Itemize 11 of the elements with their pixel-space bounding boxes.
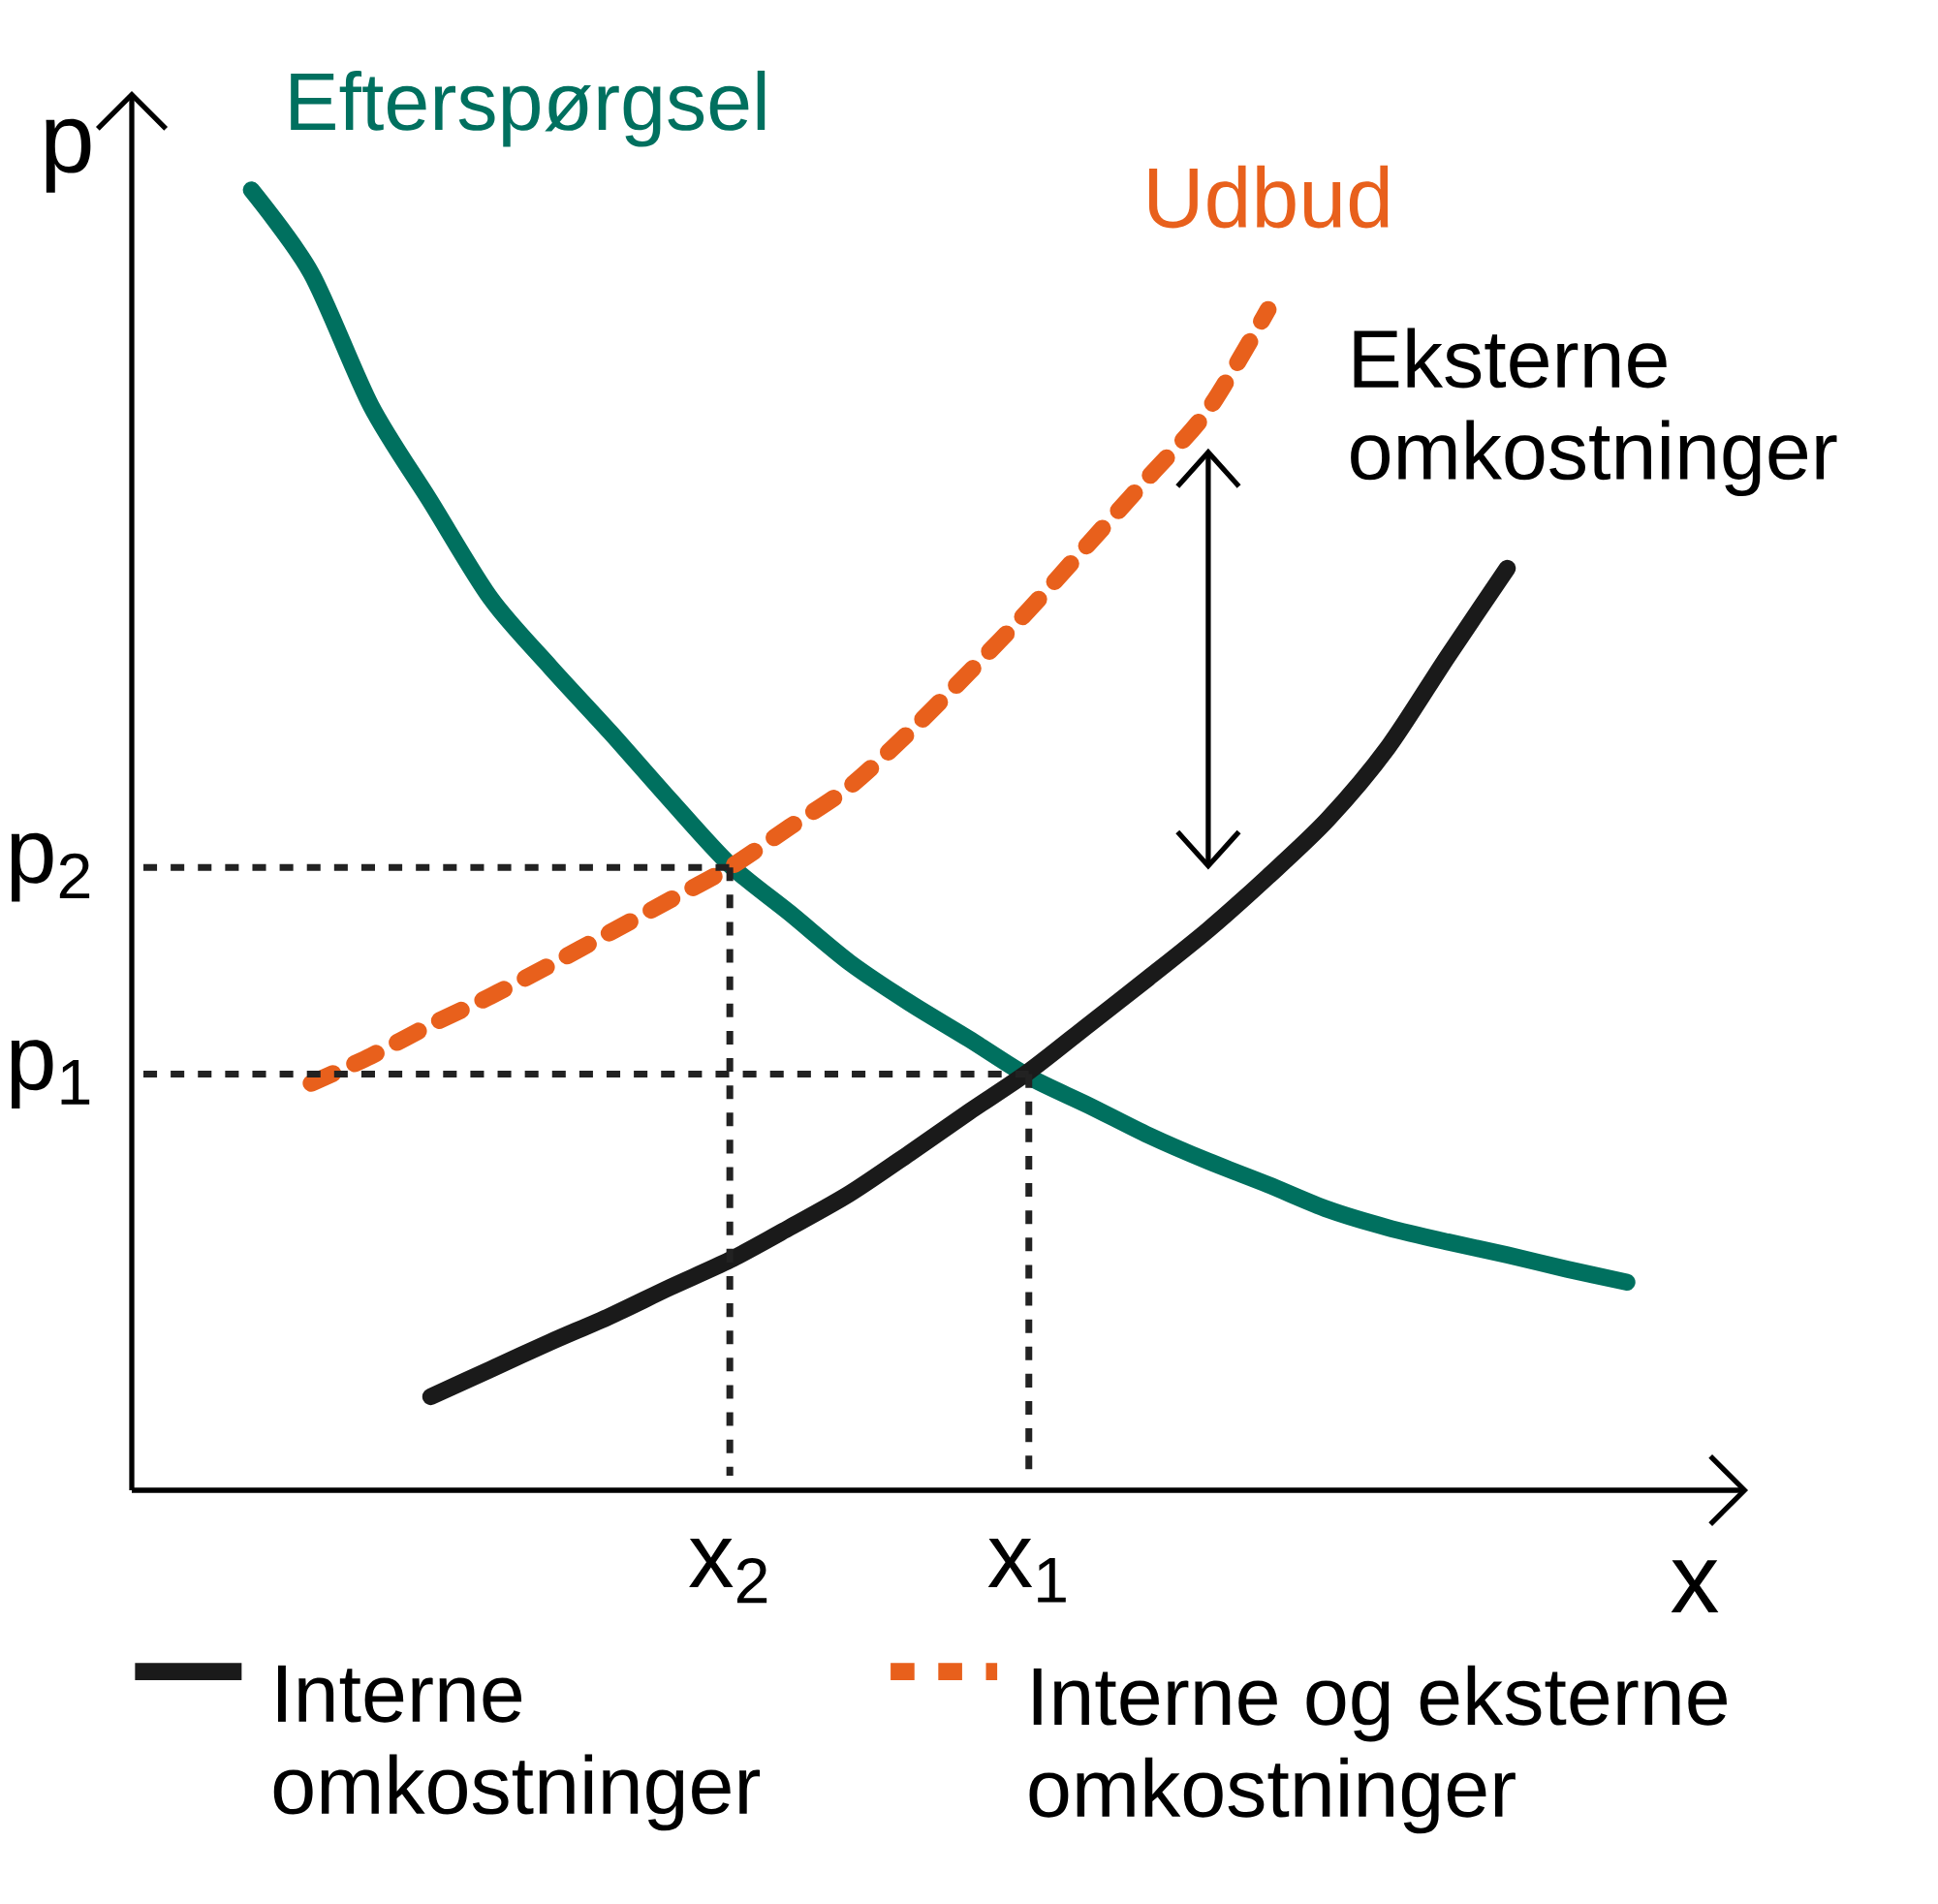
series-label: Efterspørgsel xyxy=(291,70,766,147)
ref-line-label: p$_{1}$ xyxy=(11,1040,90,1108)
y-axis-title: p xyxy=(46,118,91,193)
x-tick-label: x$_{2}$ xyxy=(689,1538,767,1604)
annotation: Udbud xyxy=(1148,165,1389,229)
ref-line-label: p$_{2}$ xyxy=(11,832,90,902)
legend-label: Interne omkostninger xyxy=(273,1665,761,1831)
legend-label: Interne og eksterne omkostninger xyxy=(1029,1665,1727,1834)
x-tick-label: x$_{1}$ xyxy=(987,1538,1066,1603)
annotation: Eksterne omkostninger xyxy=(1351,328,1837,497)
x-axis-title: x xyxy=(1671,1560,1719,1612)
